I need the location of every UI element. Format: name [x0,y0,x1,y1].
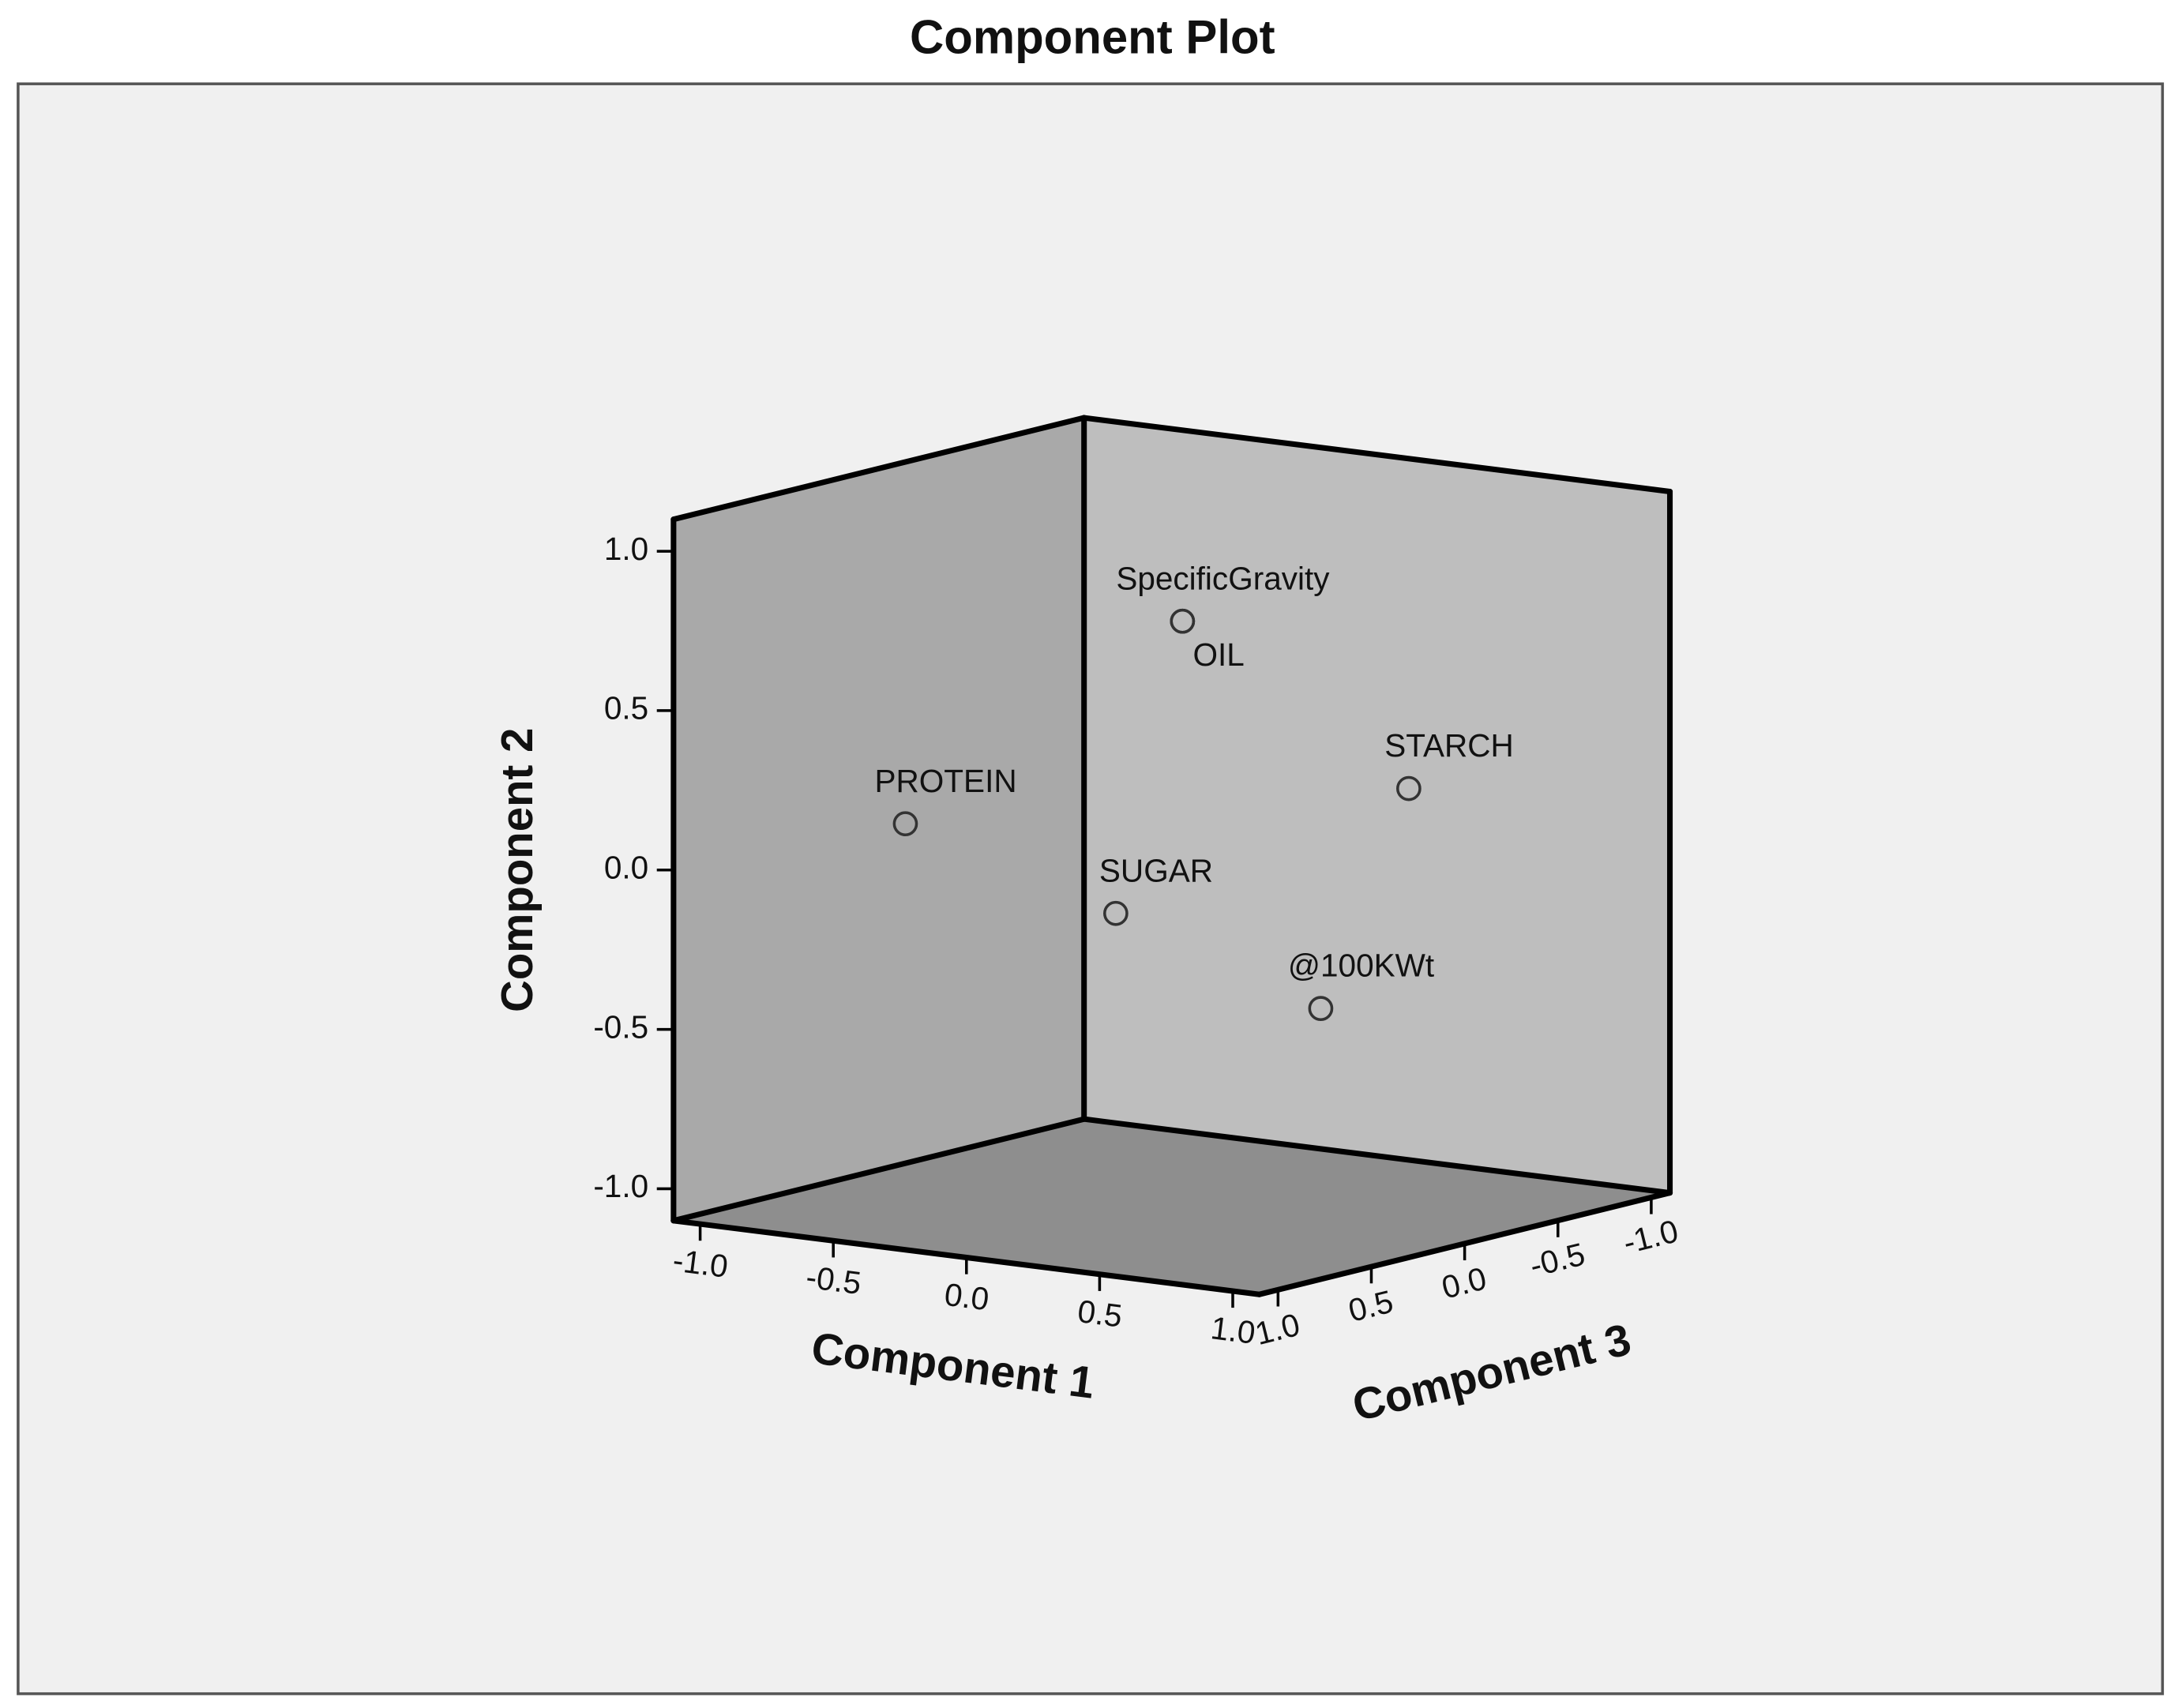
point [1308,996,1334,1022]
y-tick-label: 1.0 [604,531,648,567]
point-label: SpecificGravity [1116,560,1330,596]
back-wall [1083,418,1670,1193]
y-tick-label: 0.0 [604,849,648,885]
y-tick-label: -1.0 [593,1168,648,1204]
x-tick-label: 0.0 [942,1276,991,1318]
y-tick-label: -0.5 [593,1008,648,1045]
point-label: @100KWt [1288,948,1434,984]
y-tick-label: 0.5 [604,690,648,726]
point [1103,900,1129,926]
point-label: STARCH [1384,727,1514,764]
point-label: PROTEIN [875,763,1017,799]
chart-title: Component Plot [910,10,1275,63]
cube-edge [1081,1116,1673,1196]
point [892,811,918,837]
x-tick-label: 0.5 [1076,1293,1125,1334]
point-label: OIL [1192,636,1244,673]
cube-edge [1081,415,1673,494]
point [1170,608,1196,634]
x-tick-label: 1.0 [1209,1309,1258,1351]
cube-edge [670,1116,1087,1224]
x-tick-label: -1.0 [670,1241,730,1284]
point-label: SUGAR [1099,852,1213,888]
point [1396,775,1421,801]
left-wall [673,418,1084,1221]
cube-edge [670,415,1087,523]
y-axis-title: Component 2 [492,728,542,1012]
x-tick-label: -0.5 [804,1259,863,1301]
